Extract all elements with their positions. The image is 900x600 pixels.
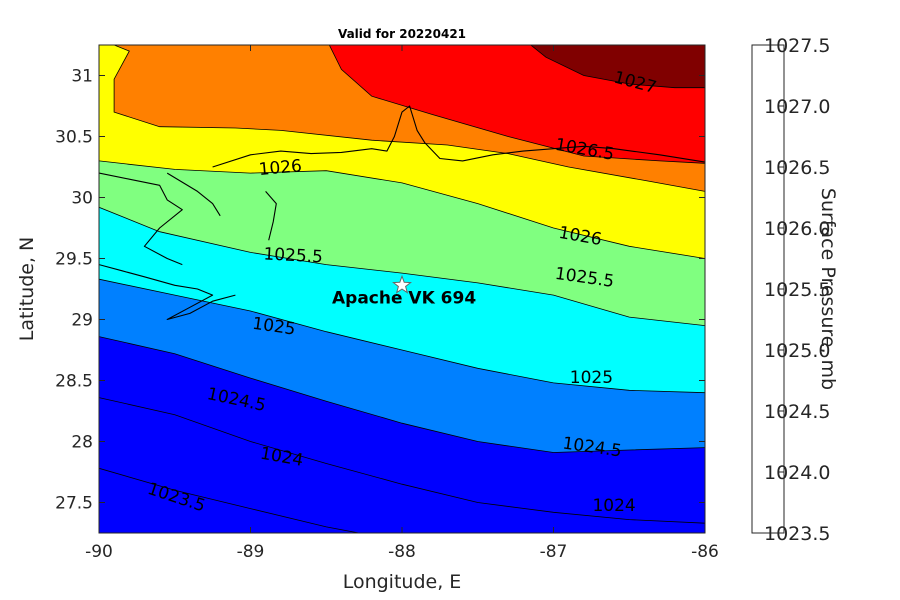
x-tick-label: -88 <box>388 542 416 562</box>
contour-lines <box>99 45 705 533</box>
contour-line <box>113 45 705 192</box>
y-tick-label: 28 <box>71 433 93 453</box>
contour-line <box>99 160 705 259</box>
colorbar-tick-label: 1025.5 <box>764 279 830 301</box>
y-tick-label: 28.5 <box>55 372 93 392</box>
coastline-segment <box>265 191 277 241</box>
colorbar-tick-label: 1026.0 <box>764 218 830 240</box>
x-tick-label: -90 <box>85 542 113 562</box>
y-tick-label: 29 <box>71 311 93 331</box>
contour-line <box>99 467 362 533</box>
x-axis-ticks: -90 -89 -88 -87 -86 <box>85 45 719 562</box>
colorbar-tick-label: 1024.0 <box>764 462 830 484</box>
station-marker: Apache VK 694 <box>332 274 476 308</box>
contour-line <box>530 45 705 89</box>
x-tick-label: -87 <box>540 542 568 562</box>
colorbar-tick-label: 1023.5 <box>764 523 830 545</box>
star-icon <box>392 274 412 294</box>
contour-label: 1024 <box>592 496 635 516</box>
coastline-segment <box>99 264 236 321</box>
colorbar-ticks: 1023.5 1024.0 1024.5 1025.0 1025.5 1026.0 1026… <box>764 35 830 545</box>
x-tick-label: -86 <box>691 542 719 562</box>
y-tick-label: 31 <box>71 67 93 87</box>
contour-band <box>99 468 359 533</box>
colorbar-tick-label: 1026.5 <box>764 157 830 179</box>
contour-line <box>328 45 705 164</box>
y-tick-label: 27.5 <box>55 494 93 514</box>
contour-label: 1025.5 <box>263 244 323 267</box>
contour-line <box>99 206 705 326</box>
coastline-segment <box>99 172 183 266</box>
contour-label: 1025 <box>570 368 613 388</box>
colorbar-tick-label: 1027.0 <box>764 96 830 118</box>
contour-band <box>99 397 705 533</box>
y-tick-label: 30 <box>71 189 93 209</box>
coastline-segment <box>212 105 705 168</box>
y-tick-label: 29.5 <box>55 250 93 270</box>
contour-line <box>99 397 705 524</box>
x-axis-label: Longitude, E <box>343 571 462 593</box>
colorbar-label: Surface Pressure, mb <box>817 188 839 390</box>
y-axis-label: Latitude, N <box>16 237 38 342</box>
x-tick-label: -89 <box>237 542 265 562</box>
coastline <box>99 105 705 321</box>
contour-line <box>99 336 705 453</box>
coastline-segment <box>166 172 221 217</box>
colorbar-tick-label: 1024.5 <box>764 401 830 423</box>
contour-label: 1026 <box>258 156 303 180</box>
y-tick-label: 30.5 <box>55 128 93 148</box>
station-label: Apache VK 694 <box>332 288 476 308</box>
contour-line <box>99 278 705 394</box>
y-axis-ticks: 27.5 28 28.5 29 29.5 30 30.5 31 <box>55 67 705 514</box>
colorbar-tick-label: 1027.5 <box>764 35 830 57</box>
plot-area: 1023.5102410241024.51024.5102510251025.5… <box>99 45 705 533</box>
chart-title: Valid for 20220421 <box>338 27 466 41</box>
colorbar-tick-label: 1025.0 <box>764 340 830 362</box>
contour-bands <box>99 45 705 533</box>
